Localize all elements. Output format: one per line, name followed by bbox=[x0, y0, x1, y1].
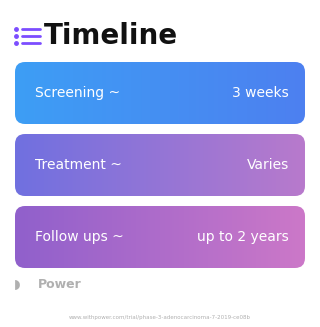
Text: up to 2 years: up to 2 years bbox=[197, 230, 289, 244]
Text: 3 weeks: 3 weeks bbox=[232, 86, 289, 100]
Text: ◗: ◗ bbox=[14, 279, 20, 291]
Text: Follow ups ~: Follow ups ~ bbox=[35, 230, 124, 244]
Text: Varies: Varies bbox=[247, 158, 289, 172]
Text: Screening ~: Screening ~ bbox=[35, 86, 120, 100]
Text: Power: Power bbox=[38, 279, 82, 291]
Text: Treatment ~: Treatment ~ bbox=[35, 158, 122, 172]
Text: Timeline: Timeline bbox=[44, 22, 178, 50]
Text: www.withpower.com/trial/phase-3-adenocarcinoma-7-2019-ce08b: www.withpower.com/trial/phase-3-adenocar… bbox=[69, 316, 251, 320]
